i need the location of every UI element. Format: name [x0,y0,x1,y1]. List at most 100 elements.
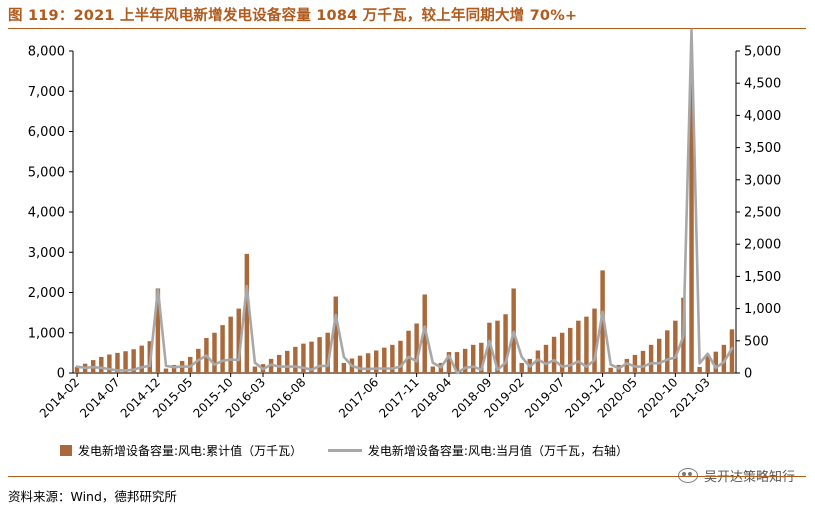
bar [544,345,548,373]
bar [592,309,596,373]
right-axis-tick-label: 3,000 [744,173,781,188]
line-point [578,361,580,363]
line-point [472,366,474,368]
bar [277,355,281,373]
right-axis-tick-label: 2,000 [744,238,781,253]
bar [285,351,289,373]
line-point [529,366,531,368]
left-axis-tick-label: 7,000 [28,85,65,100]
line-point [675,357,677,359]
line-point [319,365,321,367]
bar [406,331,410,373]
line-point [666,359,668,361]
bar [608,368,612,373]
line-point [367,368,369,370]
line-point [505,362,507,364]
line-point [683,335,685,337]
left-axis-tick-label: 0 [57,367,65,382]
line-point [715,367,717,369]
bar [471,345,475,373]
line-point [561,366,563,368]
x-axis-tick-label: 2019-07 [522,375,567,420]
line-point [149,365,151,367]
line-point [408,356,410,358]
chart-axes [69,51,740,377]
left-axis-tick-label: 1,000 [28,326,65,341]
line-point [440,366,442,368]
line-point [278,366,280,368]
left-axis-tick-label: 6,000 [28,125,65,140]
right-axis-tick-label: 500 [744,334,769,349]
line-point [327,365,329,367]
bar [665,330,669,373]
bar [552,337,556,373]
line-point [691,29,693,31]
legend-line-swatch [328,449,362,452]
bar [212,333,216,373]
bar [633,355,637,373]
line-point [497,369,499,371]
line-point [246,285,248,287]
bar [414,323,418,373]
line-point [141,366,143,368]
line-point [311,369,313,371]
left-axis-tick-label: 4,000 [28,206,65,221]
line-point [521,356,523,358]
bar [334,297,338,373]
line-point [569,364,571,366]
line-point [76,366,78,368]
x-axis-tick-label: 2014-07 [77,375,122,420]
line-point [165,365,167,367]
right-axis-tick-label: 1,500 [744,270,781,285]
bar [520,363,524,373]
bar [358,356,362,373]
bar [673,321,677,373]
bar [99,357,103,373]
line-point [424,326,426,328]
bar [697,367,701,373]
line-point [723,361,725,363]
line-point [448,355,450,357]
bar [625,359,629,373]
line-point [157,288,159,290]
line-point [335,314,337,316]
line-point [84,367,86,369]
line-point [400,366,402,368]
line-point [545,363,547,365]
bar [253,367,257,373]
line-point [343,356,345,358]
line-point [109,368,111,370]
legend: 发电新增设备容量:风电:累计值（万千瓦） 发电新增设备容量:风电:当月值（万千瓦… [60,442,650,459]
line-point [198,359,200,361]
line-point [173,366,175,368]
line-point [481,369,483,371]
line-point [125,370,127,372]
line-point [254,362,256,364]
line-point [270,364,272,366]
x-axis-tick-label: 2016-08 [263,375,308,420]
right-axis-tick-label: 4,000 [744,109,781,124]
line-point [707,353,709,355]
line-point [214,364,216,366]
line-point [133,369,135,371]
left-axis-tick-label: 8,000 [28,45,65,60]
line-point [456,372,458,374]
bar [641,351,645,373]
line-point [618,368,620,370]
line-point [553,359,555,361]
line-point [432,362,434,364]
line-point [375,368,377,370]
line-point [658,363,660,365]
line-point [586,366,588,368]
right-axis-tick-label: 5,000 [744,45,781,60]
bar [164,369,168,373]
legend-bar-swatch [60,445,72,456]
line-point [303,367,305,369]
line-point [262,368,264,370]
line-point [489,340,491,342]
bar [657,339,661,373]
legend-item-cumulative: 发电新增设备容量:风电:累计值（万千瓦） [60,442,302,459]
line-point [100,367,102,369]
line-point [92,366,94,368]
right-axis-tick-label: 2,500 [744,206,781,221]
